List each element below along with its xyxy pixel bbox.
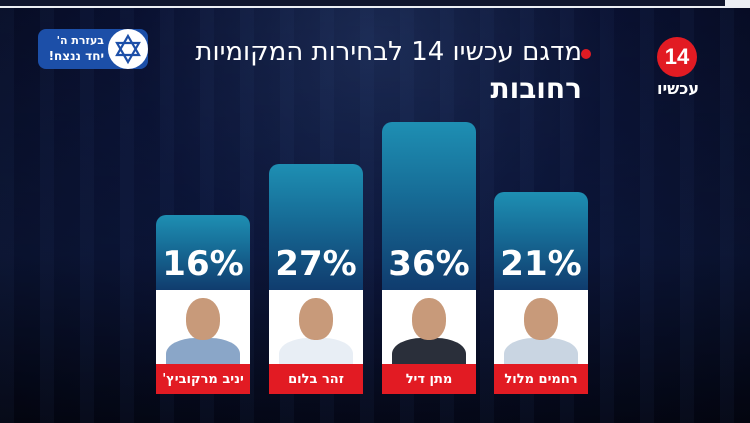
bar-rachamim-malul (494, 192, 588, 290)
candidate-name: יניב מרקוביץ' (156, 364, 250, 394)
value-label: 27% (275, 244, 357, 284)
bar-yaniv-markovich (156, 215, 250, 290)
candidate-name: רחמים מלול (494, 364, 588, 394)
bar-zohar-blum (269, 164, 363, 290)
channel-logo-text: עכשיו (656, 79, 700, 98)
candidate-photo (494, 290, 588, 364)
candidate-photo (382, 290, 476, 364)
slogan-badge: בעזרת ה' יחד ננצח! (38, 29, 148, 69)
value-label: 16% (162, 244, 244, 284)
badge-line-1: בעזרת ה' (56, 34, 104, 47)
candidate-photo (269, 290, 363, 364)
value-label: 21% (500, 244, 582, 284)
candidate-name: זהר בלום (269, 364, 363, 394)
live-dot (581, 49, 591, 59)
chart-subtitle: רחובות (490, 72, 582, 105)
value-label: 36% (388, 244, 470, 284)
chart-title: מדגם עכשיו 14 לבחירות המקומיות (195, 37, 582, 67)
candidate-photo (156, 290, 250, 364)
israel-flag-icon (108, 29, 148, 69)
bar-matan-dil (382, 122, 476, 290)
candidate-name: מתן דיל (382, 364, 476, 394)
top-strip-dark (0, 0, 725, 6)
badge-line-2: יחד ננצח! (48, 49, 104, 63)
channel-logo: 14 (657, 37, 697, 77)
